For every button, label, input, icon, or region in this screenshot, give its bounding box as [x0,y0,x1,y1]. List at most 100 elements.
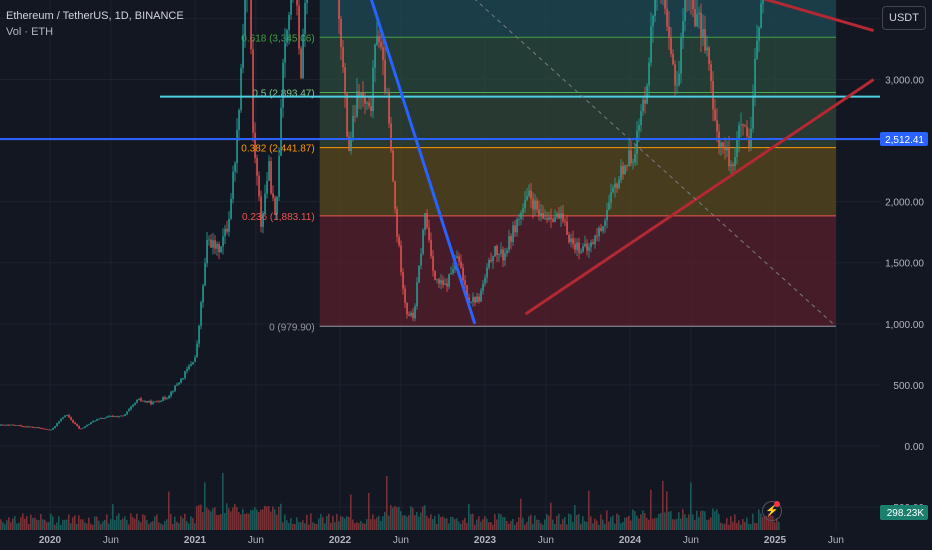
candle-body [176,384,178,386]
candle-body [458,256,460,262]
volume-bar [222,472,224,530]
candle-body [598,227,600,237]
volume-bar [646,517,648,530]
volume-bar [170,513,172,530]
candle-body [628,150,630,167]
candle-body [210,239,212,248]
volume-bar [592,523,594,530]
volume-bar [130,513,132,530]
volume-bar [672,519,674,530]
volume-bar [284,514,286,530]
volume-bar [550,502,552,530]
candle-body [2,424,4,426]
volume-bar [442,516,444,530]
volume-bar [190,516,192,530]
y-tick-label: 500.00 [893,381,924,392]
candle-body [298,5,300,49]
candle-body [626,165,628,167]
volume-bar [740,524,742,530]
candle-body [388,91,390,124]
candle-body [140,398,142,401]
candle-body [574,244,576,250]
volume-bar [508,523,510,530]
candle-body [12,424,14,426]
candle-body [564,221,566,223]
volume-bar [504,517,506,530]
candle-body [672,53,674,65]
volume-bar [256,509,258,530]
candle-body [46,428,48,430]
volume-bar [410,506,412,530]
candle-body [194,357,196,362]
candle-body [182,378,184,379]
candle-body [652,15,654,27]
candle-body [270,161,272,194]
volume-bar [772,515,774,530]
volume-bar [616,513,618,530]
volume-bar [8,517,10,530]
volume-bar [444,518,446,530]
candle-body [108,416,110,417]
candle-body [166,398,168,400]
volume-bar [578,514,580,530]
candle-body [554,217,556,222]
volume-indicator-label[interactable]: Vol · ETH [6,26,54,38]
volume-bar [160,523,162,530]
candle-body [606,210,608,221]
candle-body [48,429,50,431]
volume-bar [748,523,750,530]
candle-body [0,424,2,426]
candle-body [546,218,548,220]
symbol-title[interactable]: Ethereum / TetherUS, 1D, BINANCE [6,10,184,22]
lightning-icon[interactable]: ⚡ [762,501,782,521]
candle-body [126,411,128,415]
volume-bar [154,516,156,530]
volume-bar [114,520,116,530]
volume-bar [296,517,298,530]
volume-bar [398,506,400,530]
volume-bar [362,522,364,530]
volume-bar [574,505,576,530]
volume-bar [564,516,566,530]
volume-bar [496,519,498,530]
volume-bar [242,508,244,530]
candle-body [264,193,266,214]
x-tick-label: Jun [393,535,409,546]
volume-bar [198,504,200,530]
volume-bar [762,516,764,530]
volume-bar [754,522,756,530]
volume-bar [276,514,278,530]
candle-body [518,218,520,220]
candle-body [272,193,274,198]
volume-bar [254,507,256,530]
candle-body [680,37,682,74]
candle-body [710,64,712,82]
candle-body [402,272,404,289]
volume-bar [582,516,584,530]
volume-bar [614,523,616,530]
volume-bar [370,519,372,530]
candle-body [260,196,262,227]
candle-body [152,402,154,405]
candle-body [206,240,208,264]
candle-body [136,399,138,403]
candle-body [538,209,540,216]
candle-body [728,147,730,167]
volume-bar [764,515,766,530]
volume-bar [330,522,332,530]
volume-bar [524,524,526,530]
volume-bar [602,519,604,530]
candle-body [222,236,224,247]
volume-bar [168,491,170,530]
volume-bar [76,524,78,530]
candle-body [428,227,430,241]
candle-body [478,296,480,302]
currency-unit-button[interactable]: USDT [882,6,926,30]
candle-body [214,240,216,249]
candle-body [536,200,538,210]
candle-body [568,234,570,243]
volume-bar [528,516,530,530]
volume-bar [74,515,76,530]
volume-bar [32,517,34,530]
